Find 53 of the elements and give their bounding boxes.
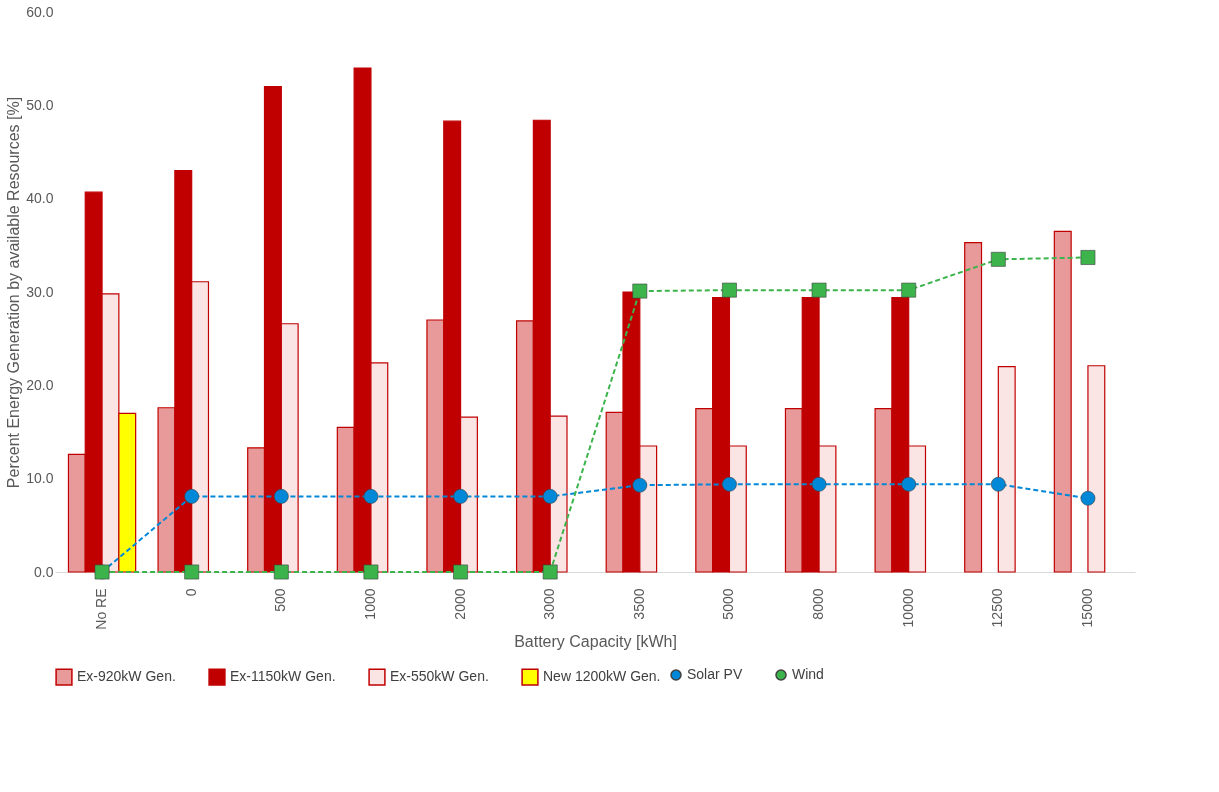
point [184,489,200,504]
point [1080,250,1096,265]
x-tick-label: 2000 [451,588,468,620]
point [632,283,648,299]
x-tick-label: 8000 [810,588,827,620]
legend-label: Ex-550kW Gen. [390,668,489,685]
x-tick-label: No RE [93,588,110,630]
y-tick-label: 30.0 [26,283,54,300]
x-tick-label: 5000 [720,588,737,620]
legend-label: Wind [792,666,824,682]
y-tick-label: 10.0 [26,470,54,487]
legend-label: Solar PV [687,666,743,682]
bar [997,366,1016,573]
point [363,489,379,504]
x-tick-label: 500 [272,588,289,612]
point [542,564,558,580]
point [811,282,827,298]
y-tick-label: 40.0 [26,190,54,207]
y-tick-label: 50.0 [26,96,54,113]
legend-label: Ex-1150kW Gen. [230,668,336,685]
point [722,476,737,492]
point [632,477,648,493]
point [901,282,917,298]
point [184,564,200,580]
y-tick-label: 20.0 [26,376,54,393]
x-tick-label: 10000 [899,588,916,628]
x-tick-label: 15000 [1078,588,1095,628]
legend-label: New 1200kW Gen. [543,668,661,685]
bar [1087,365,1106,573]
bar [964,241,983,573]
x-tick-label: 3500 [630,588,647,620]
x-tick-label: 1000 [361,588,378,620]
x-tick-label: 0 [182,588,199,597]
x-tick-label: 12500 [989,588,1006,628]
y-tick-label: 0.0 [34,563,54,580]
point [453,489,468,504]
point [990,251,1006,267]
point [990,476,1006,492]
bar [1053,230,1072,573]
point [542,489,558,504]
point [273,489,289,504]
y-axis-title: Percent Energy Generation by available Resources [%] [5,96,23,489]
legend-label: Ex-920kW Gen. [77,668,176,685]
point [363,564,379,580]
point [901,476,917,492]
point [811,476,827,492]
y-tick-label: 60.0 [26,3,54,20]
x-tick-label: 3000 [541,588,558,620]
point [453,564,468,580]
x-axis-title: Battery Capacity [kWh] [514,632,677,650]
point [273,564,289,580]
point [1080,490,1096,506]
point [722,282,737,298]
